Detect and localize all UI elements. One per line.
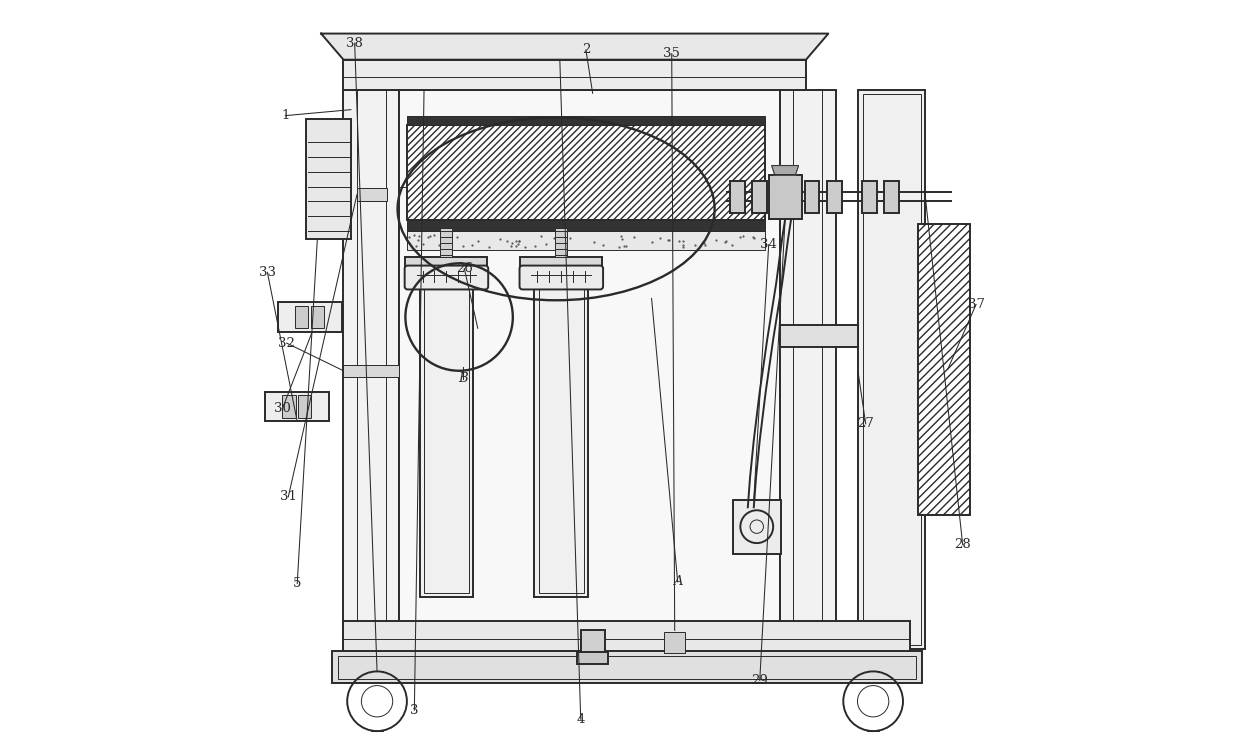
Bar — [278, 302, 342, 332]
Bar — [399, 90, 779, 649]
Text: 2: 2 — [582, 43, 590, 57]
Text: 37: 37 — [968, 298, 985, 311]
Bar — [343, 365, 399, 377]
Bar — [343, 621, 911, 653]
Text: 34: 34 — [761, 238, 777, 251]
Bar — [779, 325, 859, 347]
Text: 28: 28 — [954, 538, 971, 551]
Bar — [406, 231, 764, 250]
Text: 1: 1 — [281, 109, 290, 122]
Bar — [862, 94, 921, 645]
Bar — [581, 630, 605, 653]
Bar — [862, 181, 877, 213]
Bar — [265, 392, 330, 421]
Text: 31: 31 — [280, 490, 296, 504]
Bar — [539, 280, 584, 593]
Bar — [420, 276, 473, 597]
Bar — [752, 181, 767, 213]
Bar — [343, 90, 399, 649]
FancyBboxPatch shape — [519, 266, 603, 289]
Bar — [885, 181, 900, 213]
Bar — [343, 60, 807, 90]
Text: 30: 30 — [274, 402, 291, 416]
Bar — [337, 656, 917, 679]
Bar — [826, 181, 841, 213]
Text: 27: 27 — [857, 417, 875, 430]
Bar — [332, 651, 922, 683]
Text: 35: 35 — [663, 47, 680, 60]
Bar — [733, 500, 782, 554]
FancyBboxPatch shape — [405, 266, 488, 289]
Text: 3: 3 — [410, 703, 419, 717]
Bar — [804, 181, 819, 213]
Polygon shape — [321, 34, 829, 60]
Bar — [779, 90, 836, 649]
Text: 26: 26 — [456, 262, 473, 275]
Bar — [406, 220, 764, 231]
Text: B: B — [458, 372, 467, 386]
Bar — [440, 228, 452, 257]
Bar — [577, 652, 608, 664]
Bar — [406, 125, 764, 220]
Bar — [859, 90, 926, 649]
Bar — [357, 188, 387, 201]
Bar — [730, 181, 745, 213]
Polygon shape — [772, 166, 799, 175]
Bar — [311, 306, 325, 328]
Bar — [534, 276, 589, 597]
Bar — [918, 224, 970, 515]
Text: 29: 29 — [751, 674, 768, 687]
Text: 32: 32 — [279, 336, 295, 350]
Bar — [306, 119, 351, 239]
Text: 33: 33 — [259, 266, 276, 279]
Bar — [424, 280, 468, 593]
Bar — [297, 395, 311, 418]
Bar — [295, 306, 309, 328]
Bar — [406, 116, 764, 125]
Bar — [520, 257, 602, 271]
Text: 38: 38 — [346, 37, 363, 50]
Text: A: A — [673, 575, 683, 589]
Bar — [282, 395, 296, 418]
Bar — [664, 632, 685, 653]
Bar — [405, 257, 487, 271]
Text: 4: 4 — [576, 712, 585, 726]
Text: 5: 5 — [294, 577, 301, 590]
Bar — [555, 228, 567, 257]
Bar — [768, 175, 802, 219]
